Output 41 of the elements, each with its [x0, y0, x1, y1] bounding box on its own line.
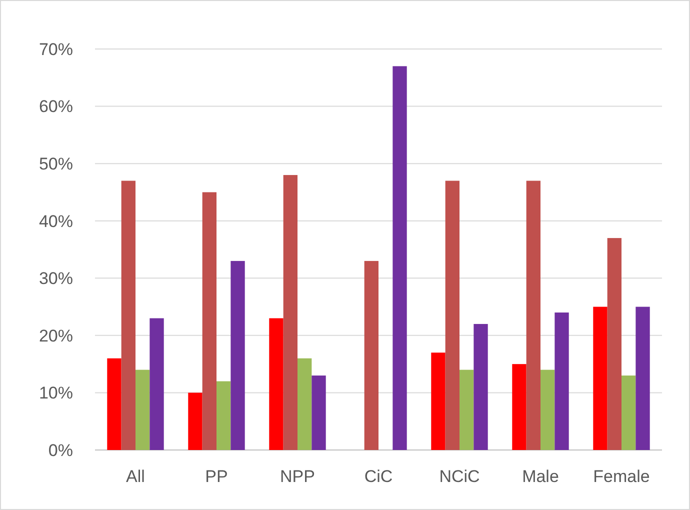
- bar: [526, 180, 540, 450]
- bar: [445, 180, 460, 450]
- x-tick-label: PP: [205, 467, 228, 486]
- y-tick-label: 60%: [38, 97, 73, 116]
- x-tick-label: CiC: [364, 467, 393, 486]
- bar: [431, 352, 446, 450]
- x-tick-label: Female: [593, 467, 650, 486]
- bar: [283, 175, 298, 450]
- bar: [107, 358, 122, 450]
- bar: [312, 376, 326, 450]
- y-tick-label: 40%: [38, 212, 73, 231]
- bar: [512, 364, 526, 450]
- y-tick-label: 50%: [38, 154, 73, 174]
- y-tick-label: 0%: [48, 440, 73, 460]
- bar: [622, 376, 636, 450]
- bar: [364, 260, 378, 450]
- x-tick-label: NPP: [280, 467, 315, 486]
- x-tick-label: NCiC: [439, 467, 480, 486]
- bar: [392, 66, 407, 450]
- bar: [188, 392, 202, 450]
- bar: [607, 238, 622, 450]
- bar: [150, 318, 164, 450]
- bar: [230, 260, 245, 450]
- y-tick-label: 10%: [38, 384, 73, 403]
- bar: [298, 358, 312, 450]
- bar: [593, 306, 608, 450]
- bar: [121, 180, 136, 450]
- bar: [136, 370, 150, 450]
- y-tick-label: 70%: [38, 40, 73, 59]
- bar: [540, 370, 555, 450]
- y-tick-label: 30%: [38, 269, 73, 288]
- bar: [554, 312, 569, 450]
- bar: [202, 192, 216, 450]
- y-tick-label: 20%: [38, 326, 73, 346]
- x-tick-label: All: [126, 467, 145, 486]
- bar: [460, 370, 474, 450]
- bar: [269, 318, 284, 450]
- x-tick-label: Male: [522, 467, 559, 486]
- bar: [636, 306, 650, 450]
- bar: [474, 324, 488, 450]
- bar: [216, 381, 231, 450]
